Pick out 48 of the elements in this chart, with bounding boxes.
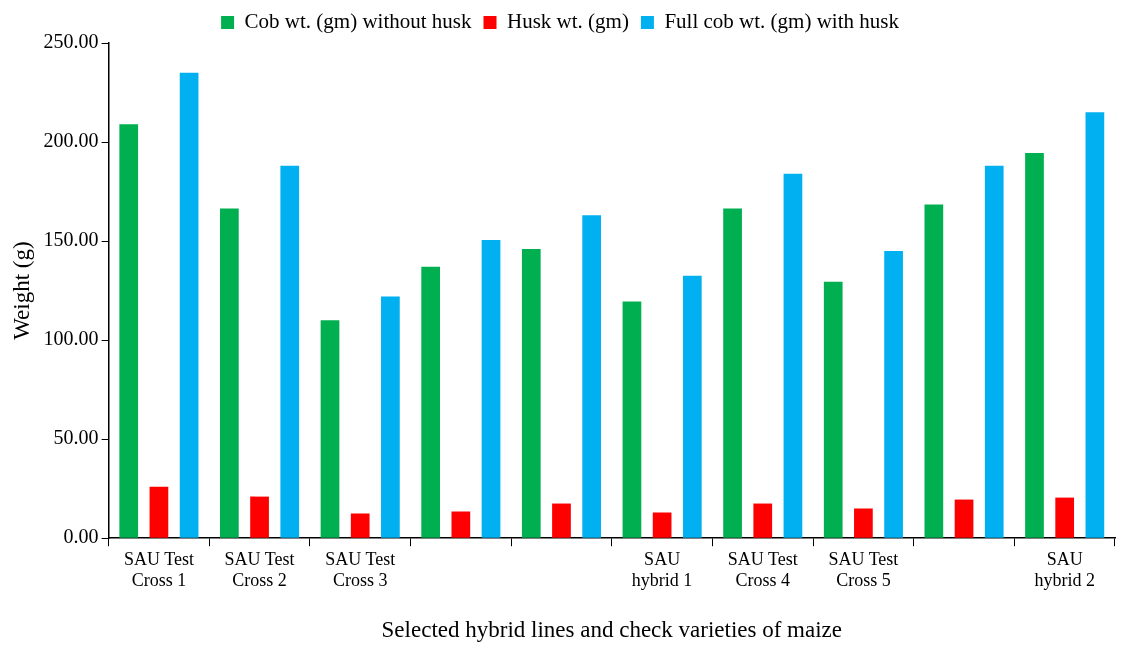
- bar: [250, 496, 269, 538]
- legend-label: Full cob wt. (gm) with husk: [664, 9, 900, 34]
- bar: [884, 250, 903, 538]
- x-tick-label: SAU Test Cross 4: [727, 548, 798, 591]
- bar: [119, 124, 139, 538]
- bar: [220, 208, 239, 538]
- bar: [421, 266, 441, 538]
- bar: [149, 486, 169, 538]
- bar: [622, 301, 642, 538]
- bar: [320, 320, 340, 538]
- x-tick-label: SAU Test Cross 5: [828, 548, 899, 591]
- y-tick-label: 250.00: [43, 30, 99, 53]
- x-tick-label: SAU hybrid 1: [631, 548, 693, 591]
- bar: [924, 204, 944, 538]
- x-tick-label: SAU Test Cross 1: [123, 548, 194, 591]
- bar: [854, 508, 873, 538]
- bar: [350, 513, 370, 538]
- bar: [823, 281, 843, 538]
- y-tick-label: 200.00: [43, 129, 99, 152]
- bar: [1085, 112, 1105, 538]
- x-tick-label: SAU hybrid 2: [1034, 548, 1095, 591]
- legend-label: Cob wt. (gm) without husk: [244, 9, 473, 34]
- y-tick-label: 100.00: [43, 327, 99, 350]
- bar: [582, 215, 602, 538]
- y-tick-label: 150.00: [43, 228, 99, 251]
- bar: [783, 173, 803, 538]
- bar: [451, 511, 471, 538]
- bar: [984, 165, 1004, 538]
- bar: [954, 499, 974, 538]
- bar: [552, 503, 571, 538]
- legend-label: Husk wt. (gm): [507, 9, 629, 34]
- bar: [652, 512, 672, 538]
- y-tick-label: 0.00: [63, 525, 99, 548]
- bar: [1055, 497, 1075, 538]
- bar: [723, 208, 742, 538]
- bar: [682, 275, 702, 538]
- bar: [753, 503, 773, 538]
- x-axis-title: Selected hybrid lines and check varieties of maize: [381, 617, 843, 643]
- x-tick-label: SAU Test Cross 2: [224, 548, 295, 591]
- x-tick-label: SAU Test Cross 3: [325, 548, 396, 591]
- y-axis-title: Weight (g): [8, 241, 34, 340]
- y-tick-label: 50.00: [53, 426, 99, 449]
- bar: [280, 165, 300, 538]
- bar: [381, 296, 400, 538]
- bar: [481, 240, 501, 538]
- bar: [1025, 152, 1044, 538]
- bar: [179, 72, 199, 538]
- bar: [521, 249, 541, 538]
